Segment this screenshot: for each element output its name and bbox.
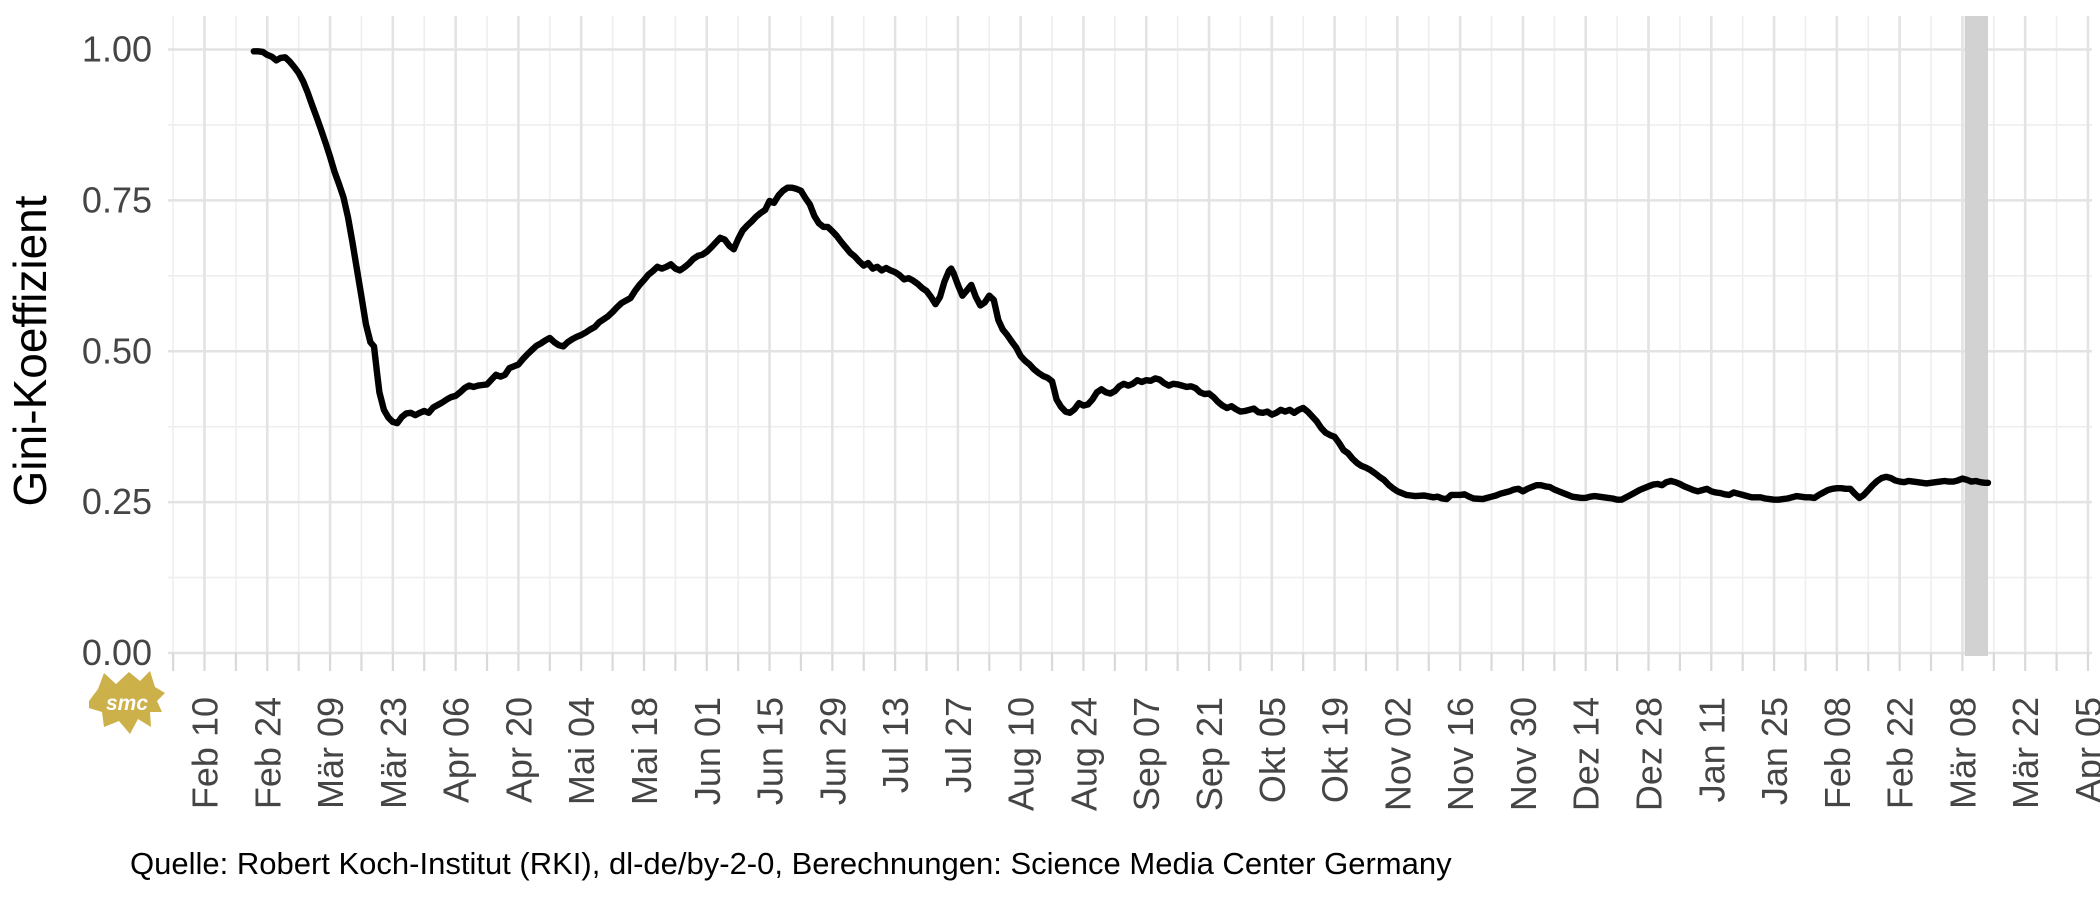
x-tick-label: Sep 07 bbox=[1126, 697, 1167, 811]
x-tick-label: Mär 23 bbox=[373, 697, 414, 809]
x-tick-label: Mär 22 bbox=[2005, 697, 2046, 809]
x-tick-label: Dez 14 bbox=[1566, 697, 1607, 811]
x-tick-label: Nov 02 bbox=[1377, 697, 1418, 811]
x-tick-label: Sep 21 bbox=[1189, 697, 1230, 811]
x-axis-tick-labels: Feb 10 Feb 24 Mär 09 Mär 23 Apr 06 Apr 20 Mai … bbox=[185, 697, 2100, 811]
x-tick-label: Feb 24 bbox=[247, 697, 288, 809]
x-tick-label: Feb 10 bbox=[185, 697, 226, 809]
x-tick-label: Jun 15 bbox=[750, 697, 791, 805]
y-tick-label: 0.75 bbox=[82, 179, 152, 220]
x-tick-label: Apr 06 bbox=[436, 697, 477, 803]
x-axis-tick-marks bbox=[172, 653, 2090, 671]
y-axis-tick-labels: 0.00 0.25 0.50 0.75 1.00 bbox=[82, 29, 152, 674]
x-tick-label: Apr 20 bbox=[498, 697, 539, 803]
source-caption: Quelle: Robert Koch-Institut (RKI), dl-d… bbox=[130, 846, 1452, 881]
x-tick-label: Mär 09 bbox=[310, 697, 351, 809]
y-tick-label: 0.50 bbox=[82, 330, 152, 371]
x-tick-label: Nov 30 bbox=[1503, 697, 1544, 811]
x-tick-label: Aug 10 bbox=[1001, 697, 1042, 811]
y-tick-label: 0.25 bbox=[82, 481, 152, 522]
x-tick-label: Jan 11 bbox=[1691, 697, 1732, 802]
highlight-band bbox=[1964, 16, 1988, 656]
x-tick-label: Aug 24 bbox=[1063, 697, 1104, 811]
y-tick-label: 0.00 bbox=[82, 632, 152, 673]
grid-major-lines bbox=[168, 16, 2092, 655]
smc-logo: smc bbox=[89, 671, 165, 734]
x-tick-label: Apr 05 bbox=[2068, 697, 2100, 803]
y-axis-title: Gini-Koeffizient bbox=[4, 195, 56, 506]
x-tick-label: Mär 08 bbox=[1942, 697, 1983, 809]
x-tick-label: Jul 27 bbox=[938, 697, 979, 793]
x-tick-label: Jul 13 bbox=[875, 697, 916, 793]
x-tick-label: Jun 29 bbox=[812, 697, 853, 805]
x-tick-label: Okt 19 bbox=[1315, 697, 1356, 803]
x-tick-label: Jun 01 bbox=[687, 697, 728, 805]
x-tick-label: Okt 05 bbox=[1252, 697, 1293, 803]
smc-logo-star-icon bbox=[89, 671, 165, 734]
gini-line bbox=[250, 48, 1992, 503]
x-tick-label: Nov 16 bbox=[1440, 697, 1481, 811]
smc-logo-text: smc bbox=[106, 692, 148, 715]
x-tick-label: Jan 25 bbox=[1754, 697, 1795, 805]
x-tick-label: Feb 08 bbox=[1817, 697, 1858, 809]
x-tick-label: Mai 18 bbox=[624, 697, 665, 805]
grid-minor-lines bbox=[168, 16, 2092, 653]
y-tick-label: 1.00 bbox=[82, 29, 152, 70]
x-tick-label: Feb 22 bbox=[1880, 697, 1921, 809]
x-tick-label: Dez 28 bbox=[1629, 697, 1670, 811]
x-tick-label: Mai 04 bbox=[561, 697, 602, 805]
